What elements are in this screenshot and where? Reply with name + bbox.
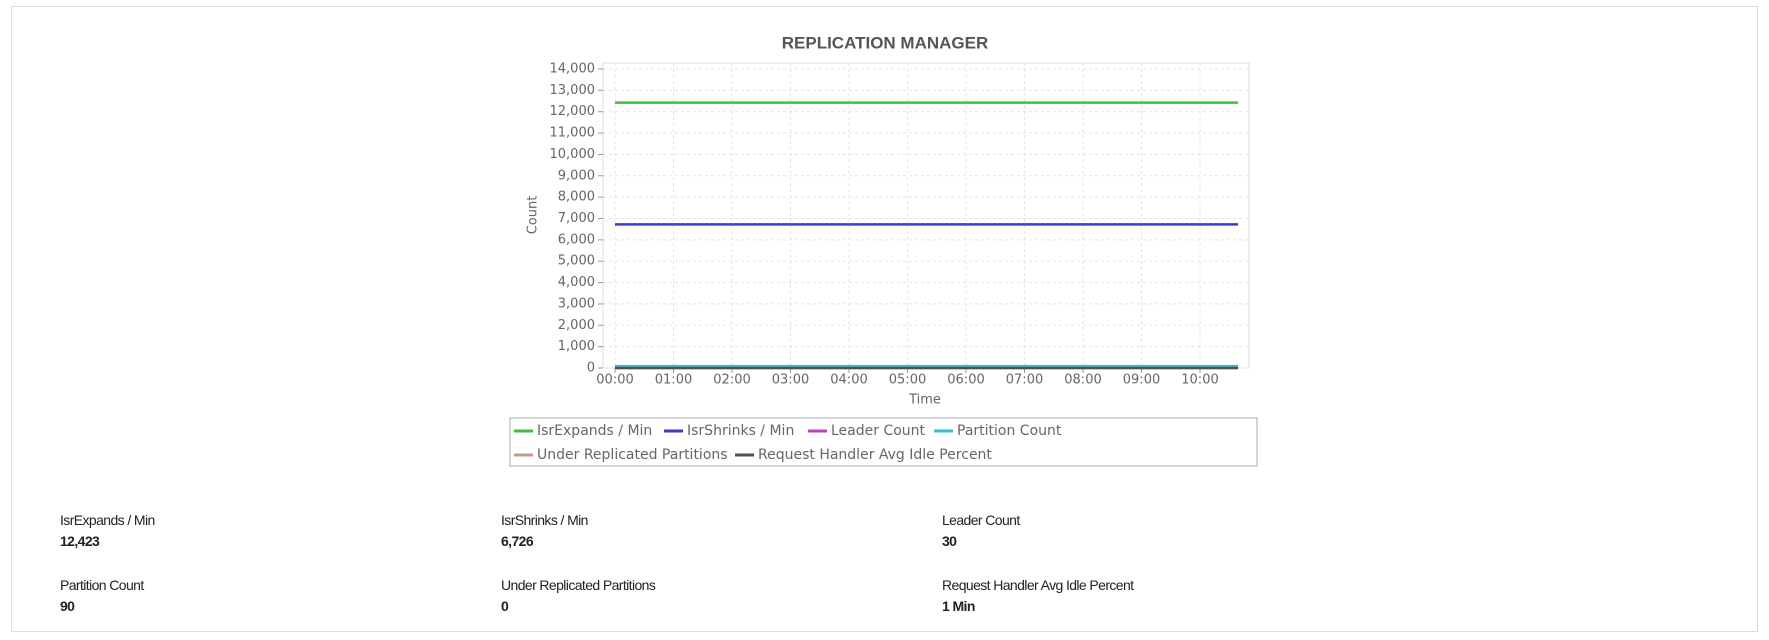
x-tick-label: 10:00 bbox=[1181, 373, 1218, 388]
panel bbox=[11, 6, 1758, 632]
x-axis-title: Time bbox=[908, 393, 941, 408]
stat-label: Leader Count bbox=[942, 512, 1020, 528]
y-tick-label: 5,000 bbox=[558, 254, 595, 269]
x-tick-label: 02:00 bbox=[713, 373, 750, 388]
stat-label: Partition Count bbox=[60, 577, 144, 593]
legend-label: Request Handler Avg Idle Percent bbox=[758, 447, 992, 463]
legend-label: Under Replicated Partitions bbox=[537, 447, 728, 463]
stat-value: 6,726 bbox=[501, 533, 534, 549]
stat: Partition Count 90 bbox=[60, 577, 144, 614]
x-tick-label: 00:00 bbox=[596, 373, 633, 388]
x-tick-label: 01:00 bbox=[655, 373, 692, 388]
stat: Under Replicated Partitions 0 bbox=[501, 577, 656, 614]
stat-value: 0 bbox=[501, 598, 509, 614]
x-tick-label: 06:00 bbox=[947, 373, 984, 388]
y-tick-label: 0 bbox=[587, 361, 595, 376]
x-tick-label: 03:00 bbox=[772, 373, 809, 388]
y-tick-label: 4,000 bbox=[558, 275, 595, 290]
y-tick-label: 12,000 bbox=[550, 104, 596, 119]
stat: Leader Count 30 bbox=[942, 512, 1020, 549]
stat-label: IsrShrinks / Min bbox=[501, 512, 588, 528]
stat-value: 30 bbox=[942, 533, 957, 549]
stat-value: 1 Min bbox=[942, 598, 975, 614]
y-tick-label: 14,000 bbox=[550, 62, 596, 77]
y-tick-label: 3,000 bbox=[558, 296, 595, 311]
y-tick-label: 8,000 bbox=[558, 190, 595, 205]
x-tick-label: 05:00 bbox=[889, 373, 926, 388]
legend-label: IsrExpands / Min bbox=[537, 423, 652, 439]
legend-label: Partition Count bbox=[957, 423, 1062, 439]
stat: Request Handler Avg Idle Percent 1 Min bbox=[942, 577, 1134, 614]
y-tick-label: 1,000 bbox=[558, 339, 595, 354]
legend-box bbox=[509, 417, 1258, 467]
x-tick-label: 07:00 bbox=[1006, 373, 1043, 388]
stat-label: Under Replicated Partitions bbox=[501, 577, 656, 593]
x-tick-label: 09:00 bbox=[1123, 373, 1160, 388]
y-tick-label: 7,000 bbox=[558, 211, 595, 226]
stat: IsrExpands / Min 12,423 bbox=[60, 512, 155, 549]
y-axis-title: Count bbox=[526, 196, 541, 235]
y-tick-label: 11,000 bbox=[550, 126, 596, 141]
stat-value: 90 bbox=[60, 598, 75, 614]
y-tick-label: 13,000 bbox=[550, 83, 596, 98]
y-tick-label: 9,000 bbox=[558, 168, 595, 183]
stat-value: 12,423 bbox=[60, 533, 100, 549]
stat-label: IsrExpands / Min bbox=[60, 512, 155, 528]
y-tick-label: 2,000 bbox=[558, 318, 595, 333]
legend-label: Leader Count bbox=[831, 423, 926, 439]
stat-label: Request Handler Avg Idle Percent bbox=[942, 577, 1134, 593]
x-tick-label: 08:00 bbox=[1064, 373, 1101, 388]
legend-label: IsrShrinks / Min bbox=[687, 423, 794, 439]
x-tick-label: 04:00 bbox=[830, 373, 867, 388]
y-tick-label: 6,000 bbox=[558, 232, 595, 247]
stat: IsrShrinks / Min 6,726 bbox=[501, 512, 588, 549]
y-tick-label: 10,000 bbox=[550, 147, 596, 162]
chart-title: REPLICATION MANAGER bbox=[782, 33, 989, 52]
plot-area bbox=[602, 62, 1250, 369]
